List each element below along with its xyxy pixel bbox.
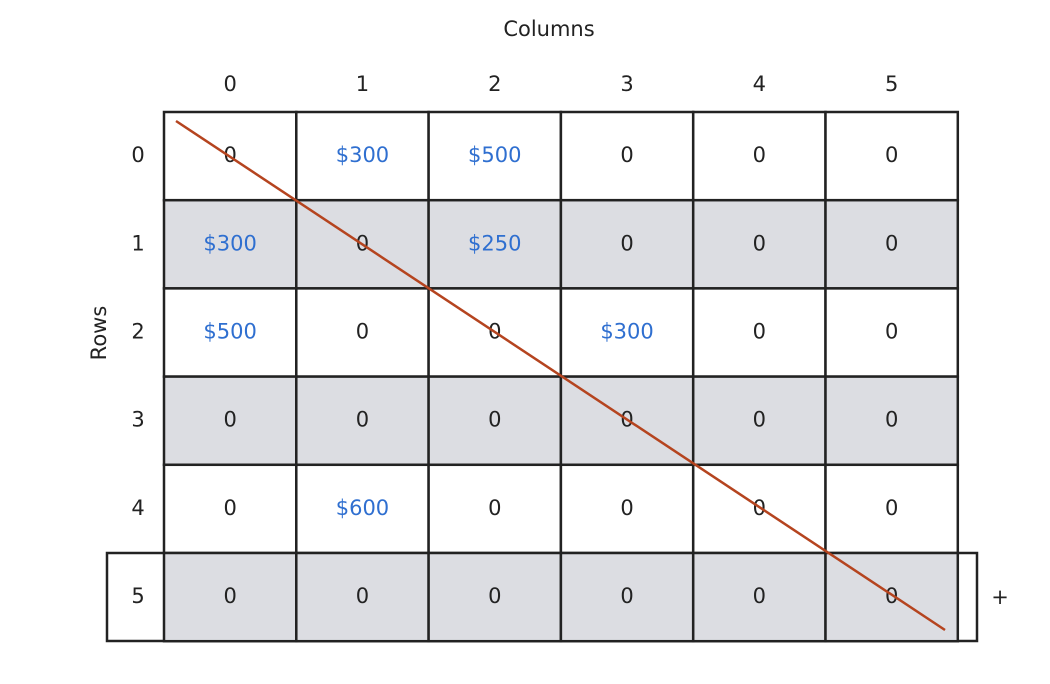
column-header: 4 (753, 72, 766, 96)
cell (162, 463, 298, 555)
columns-label: Columns (503, 17, 594, 41)
cell-value: $250 (468, 231, 521, 255)
column-header: 3 (620, 72, 633, 96)
cell-value: 0 (885, 320, 898, 344)
cell (691, 551, 827, 643)
cell-value: $500 (203, 320, 256, 344)
row-header: 3 (131, 408, 144, 432)
row-header: 5 (131, 584, 144, 608)
cell-value: $300 (336, 143, 389, 167)
cell-value: 0 (488, 496, 501, 520)
row-header: 2 (131, 320, 144, 344)
cell-value: 0 (620, 143, 633, 167)
cell-value: 0 (753, 408, 766, 432)
cell-value: $600 (336, 496, 389, 520)
cell-value: 0 (223, 408, 236, 432)
cell-value: $300 (600, 320, 653, 344)
cell (295, 287, 430, 378)
cell-value: 0 (753, 143, 766, 167)
cell (824, 110, 960, 202)
cell (691, 375, 827, 467)
cell-value: 0 (753, 584, 766, 608)
cell-value: 0 (885, 408, 898, 432)
row-header: 4 (131, 496, 144, 520)
column-header: 0 (223, 72, 236, 96)
row-header: 1 (131, 231, 144, 255)
cell-value: 0 (356, 584, 369, 608)
cell-value: 0 (223, 584, 236, 608)
cell (162, 375, 298, 467)
cell (824, 551, 960, 643)
cell-value: $500 (468, 143, 521, 167)
cell-value: 0 (885, 231, 898, 255)
cell-value: 0 (223, 143, 236, 167)
cell (295, 110, 430, 202)
column-header: 1 (356, 72, 369, 96)
column-header: 5 (885, 72, 898, 96)
cell-value: 0 (356, 320, 369, 344)
cell (824, 463, 960, 555)
grid: 0 $300 $500 0 0 0 $300 0 $250 0 0 0 $500 0 0 $300 0 0 0 0 0 0… (162, 110, 960, 643)
diagonal-line (175, 119, 946, 632)
cell-value: $300 (203, 231, 256, 255)
cell (427, 551, 563, 643)
cell (162, 551, 298, 643)
cell-value: 0 (620, 231, 633, 255)
cell-value: 0 (488, 408, 501, 432)
cell-value: 0 (885, 496, 898, 520)
cell-value: 0 (885, 143, 898, 167)
row-header: 0 (131, 143, 144, 167)
cell (295, 463, 430, 555)
cell-value: 0 (356, 408, 369, 432)
cell (824, 287, 960, 378)
cell-value: 0 (753, 231, 766, 255)
cell-value: 0 (223, 496, 236, 520)
cell (295, 551, 430, 643)
cell-value: 0 (620, 584, 633, 608)
add-button[interactable]: + (991, 585, 1009, 609)
column-header: 2 (488, 72, 501, 96)
cell-value: 0 (753, 320, 766, 344)
cell (559, 463, 695, 555)
cell-value: 0 (488, 584, 501, 608)
cell (162, 198, 298, 290)
cell (427, 375, 563, 467)
cell (162, 287, 298, 378)
rows-label: Rows (87, 306, 111, 361)
cell-value: 0 (620, 496, 633, 520)
cell (691, 110, 827, 202)
